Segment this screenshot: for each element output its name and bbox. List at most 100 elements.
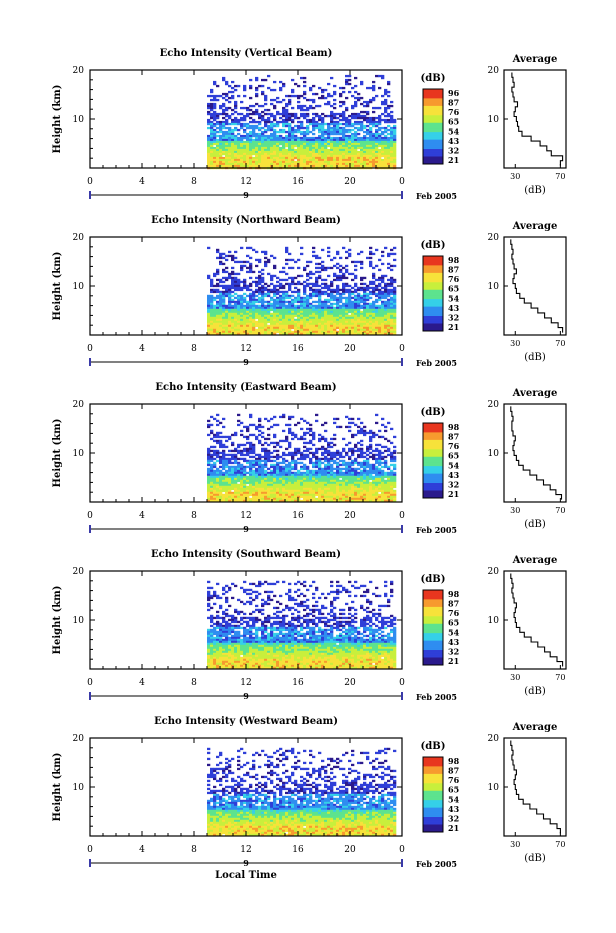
heatmap-cell	[315, 464, 318, 466]
heatmap-cell	[372, 454, 375, 456]
heatmap-cell	[384, 147, 387, 149]
heatmap-cell	[360, 430, 363, 432]
heatmap-cell	[270, 329, 273, 331]
heatmap-cell	[300, 143, 303, 145]
heatmap-cell	[306, 139, 309, 141]
heatmap-cell	[384, 119, 387, 121]
heatmap-cell	[264, 293, 267, 295]
heatmap-cell	[321, 315, 324, 317]
heatmap-cell	[237, 141, 240, 143]
heatmap-cell	[273, 153, 276, 155]
heatmap-cell	[381, 311, 384, 313]
heatmap-cell	[300, 113, 303, 115]
heatmap-cell	[342, 267, 345, 269]
heatmap-cell	[345, 311, 348, 313]
heatmap-cell	[351, 468, 354, 470]
heatmap-cell	[276, 305, 279, 307]
heatmap-cell	[213, 482, 216, 484]
heatmap-cell	[261, 287, 264, 289]
heatmap-cell	[354, 137, 357, 139]
heatmap-cell	[240, 482, 243, 484]
heatmap-cell	[372, 329, 375, 331]
heatmap-cell	[246, 141, 249, 143]
heatmap-cell	[279, 117, 282, 119]
heatmap-cell	[381, 301, 384, 303]
heatmap-cell	[339, 426, 342, 428]
heatmap-cell	[348, 137, 351, 139]
heatmap-cell	[339, 452, 342, 454]
heatmap-cell	[378, 259, 381, 261]
heatmap-cell	[351, 105, 354, 107]
heatmap-cell	[228, 436, 231, 438]
heatmap-cell	[306, 448, 309, 450]
heatmap-cell	[222, 480, 225, 482]
heatmap-cell	[348, 422, 351, 424]
heatmap-cell	[393, 129, 396, 131]
heatmap-cell	[393, 137, 396, 139]
heatmap-cell	[228, 317, 231, 319]
heatmap-cell	[216, 420, 219, 422]
heatmap-cell	[336, 301, 339, 303]
heatmap-cell	[354, 165, 357, 167]
heatmap-cell	[321, 157, 324, 159]
heatmap-cell	[333, 159, 336, 161]
heatmap-cell	[210, 299, 213, 301]
heatmap-cell	[333, 91, 336, 93]
heatmap-cell	[231, 472, 234, 474]
heatmap-cell	[216, 285, 219, 287]
heatmap-cell	[258, 464, 261, 466]
heatmap-cell	[267, 454, 270, 456]
heatmap-cell	[234, 456, 237, 458]
heatmap-cell	[378, 293, 381, 295]
heatmap-cell	[357, 121, 360, 123]
heatmap-cell	[288, 470, 291, 472]
heatmap-cell	[297, 141, 300, 143]
heatmap-cell	[249, 301, 252, 303]
heatmap-cell	[354, 305, 357, 307]
heatmap-cell	[321, 265, 324, 267]
heatmap-cell	[258, 283, 261, 285]
heatmap-cell	[345, 157, 348, 159]
heatmap-cell	[225, 293, 228, 295]
heatmap-cell	[225, 321, 228, 323]
heatmap-cell	[249, 313, 252, 315]
heatmap-cell	[351, 460, 354, 462]
heatmap-cell	[330, 317, 333, 319]
heatmap-cell	[264, 464, 267, 466]
heatmap-cell	[234, 103, 237, 105]
heatmap-cell	[357, 474, 360, 476]
heatmap-cell	[252, 121, 255, 123]
heatmap-cell	[351, 115, 354, 117]
heatmap-cell	[312, 321, 315, 323]
heatmap-cell	[261, 321, 264, 323]
heatmap-cell	[222, 299, 225, 301]
heatmap-cell	[219, 327, 222, 329]
heatmap-cell	[315, 450, 318, 452]
heatmap-cell	[276, 456, 279, 458]
heatmap-cell	[261, 91, 264, 93]
heatmap-cell	[234, 89, 237, 91]
heatmap-cell	[279, 325, 282, 327]
heatmap-cell	[315, 325, 318, 327]
heatmap-cell	[369, 470, 372, 472]
heatmap-cell	[297, 159, 300, 161]
heatmap-cell	[240, 267, 243, 269]
heatmap-cell	[249, 127, 252, 129]
heatmap-cell	[384, 313, 387, 315]
heatmap-cell	[324, 311, 327, 313]
heatmap-cell	[381, 474, 384, 476]
heatmap-cell	[321, 135, 324, 137]
heatmap-cell	[267, 285, 270, 287]
heatmap-cell	[273, 115, 276, 117]
heatmap-cell	[261, 305, 264, 307]
heatmap-cell	[258, 476, 261, 478]
heatmap-cell	[372, 155, 375, 157]
heatmap-cell	[294, 331, 297, 333]
heatmap-cell	[378, 325, 381, 327]
heatmap-cell	[384, 321, 387, 323]
heatmap-cell	[237, 313, 240, 315]
heatmap-cell	[354, 141, 357, 143]
heatmap-cell	[330, 281, 333, 283]
heatmap-cell	[258, 289, 261, 291]
heatmap-cell	[267, 161, 270, 163]
